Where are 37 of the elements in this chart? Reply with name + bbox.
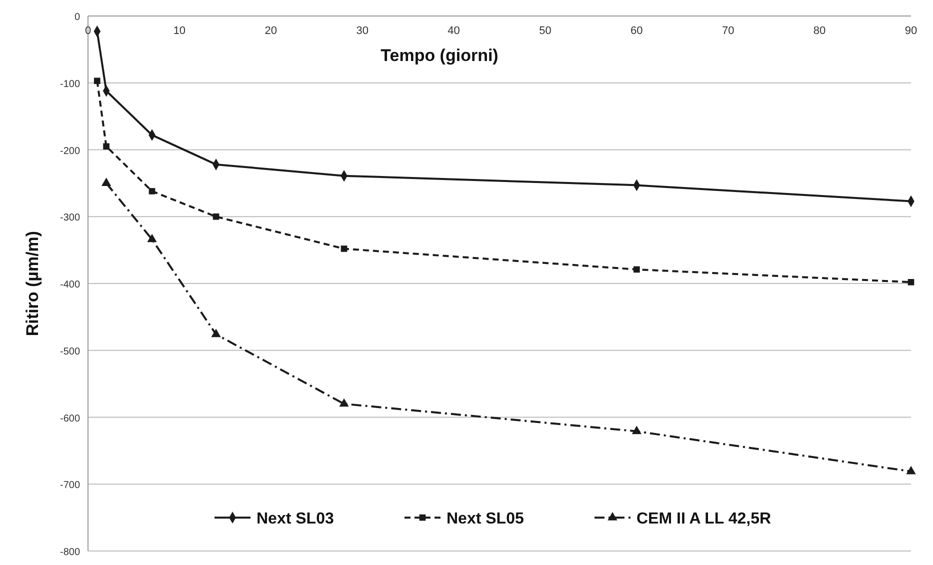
point — [212, 213, 220, 220]
point — [94, 78, 100, 84]
point — [101, 178, 112, 186]
x-tick-label: 50 — [539, 25, 552, 37]
x-tick-label: 70 — [722, 25, 734, 37]
y-tick-label: -200 — [60, 146, 80, 157]
point — [632, 426, 642, 434]
x-tick-label: 20 — [264, 25, 278, 37]
x-tick-label: 30 — [356, 25, 368, 37]
point — [211, 328, 221, 338]
y-tick-label: 0 — [74, 12, 80, 23]
y-tick-label: -600 — [60, 413, 80, 424]
y-tick-label: -100 — [60, 78, 80, 90]
y-tick-label: -400 — [60, 280, 80, 290]
y-tick-label: -500 — [60, 346, 80, 358]
point — [908, 279, 914, 286]
point — [339, 398, 349, 407]
y-tick-label: -300 — [60, 212, 80, 224]
x-tick-label: 40 — [448, 25, 460, 37]
x-tick-label: 10 — [173, 25, 186, 37]
point — [906, 466, 916, 474]
x-tick-label: 0 — [84, 25, 92, 37]
x-axis-title: Tempo (giorni) — [380, 46, 498, 65]
legend-label: Next SL05 — [446, 510, 524, 528]
x-tick-label: 80 — [813, 25, 826, 37]
x-tick-label: 90 — [904, 25, 918, 37]
y-tick-label: -800 — [60, 547, 80, 558]
point — [147, 234, 157, 242]
y-axis-title: Ritiro (µm/m) — [23, 230, 42, 336]
legend-label: Next SL03 — [256, 510, 334, 528]
legend-label: CEM II A LL 42,5R — [636, 510, 772, 528]
point — [103, 143, 110, 150]
point — [634, 266, 640, 273]
x-tick-label: 60 — [630, 25, 643, 37]
point — [148, 188, 156, 194]
y-tick-label: -700 — [60, 480, 80, 492]
point — [340, 246, 348, 252]
